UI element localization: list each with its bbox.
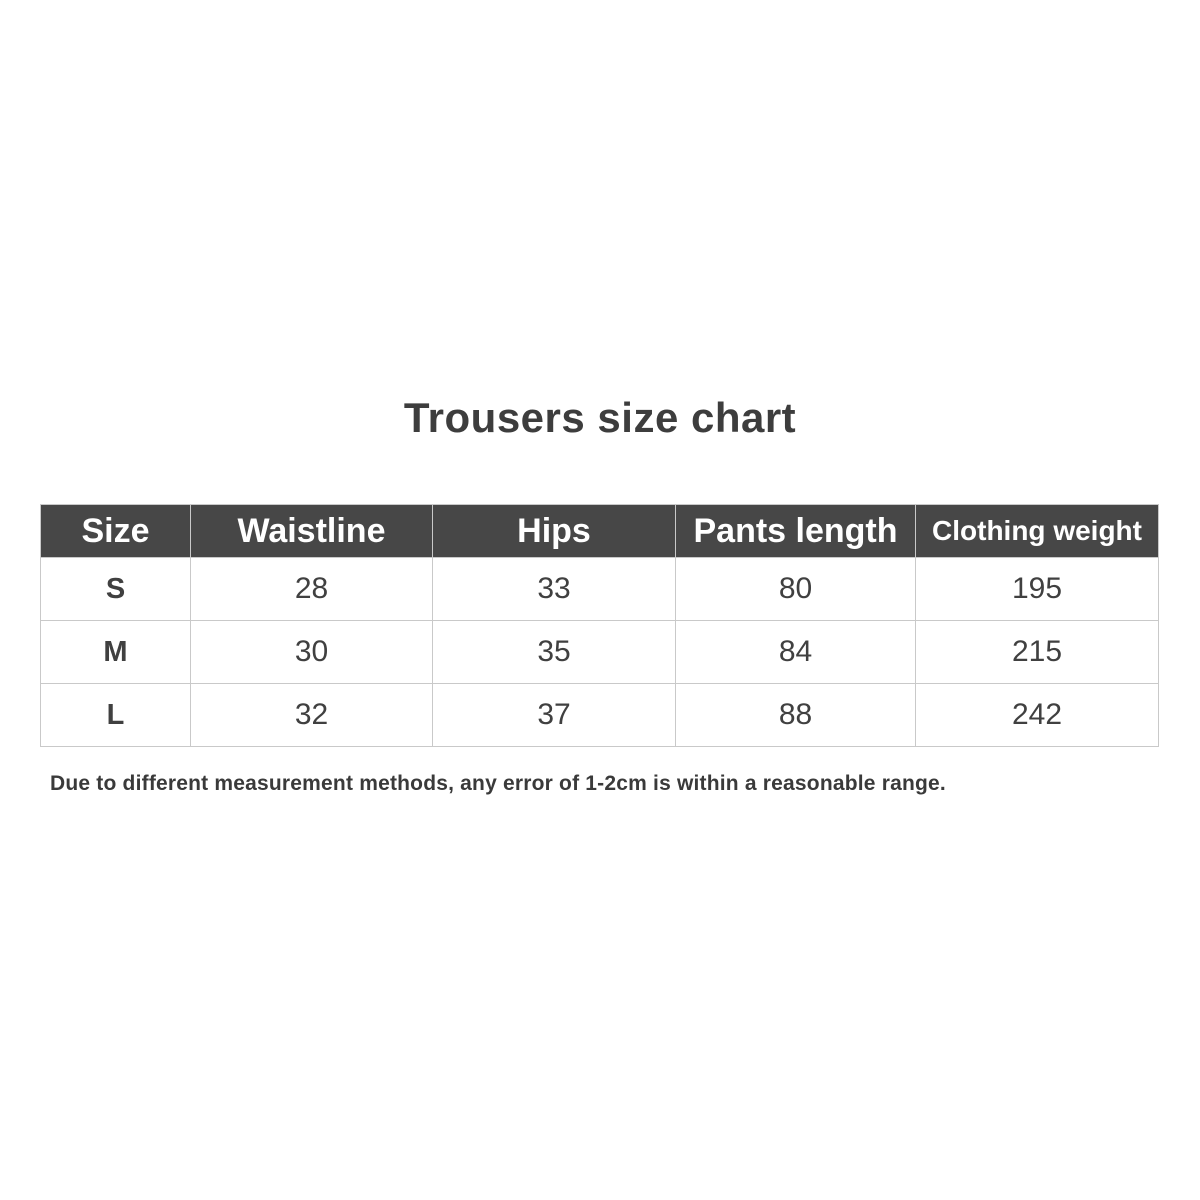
cell-size: L — [40, 683, 191, 747]
table-row-l: L 32 37 88 242 — [40, 683, 1159, 747]
cell-waistline: 32 — [190, 683, 433, 747]
cell-size: S — [40, 557, 191, 621]
cell-pants-length: 84 — [675, 620, 916, 684]
cell-clothing-weight: 195 — [915, 557, 1159, 621]
cell-hips: 33 — [432, 557, 676, 621]
cell-clothing-weight: 215 — [915, 620, 1159, 684]
table-row-s: S 28 33 80 195 — [40, 557, 1159, 621]
measurement-disclaimer-note: Due to different measurement methods, an… — [50, 772, 946, 795]
size-chart-table: Size Waistline Hips Pants length Clothin… — [40, 504, 1159, 747]
page-title: Trousers size chart — [403, 394, 797, 441]
cell-hips: 37 — [432, 683, 676, 747]
column-header-pants-length: Pants length — [675, 504, 916, 558]
cell-pants-length: 80 — [675, 557, 916, 621]
table-header-row: Size Waistline Hips Pants length Clothin… — [40, 504, 1159, 558]
column-header-hips: Hips — [432, 504, 676, 558]
column-header-size: Size — [40, 504, 191, 558]
cell-waistline: 30 — [190, 620, 433, 684]
cell-pants-length: 88 — [675, 683, 916, 747]
cell-size: M — [40, 620, 191, 684]
column-header-clothing-weight: Clothing weight — [915, 504, 1159, 558]
cell-waistline: 28 — [190, 557, 433, 621]
column-header-waistline: Waistline — [190, 504, 433, 558]
table-row-m: M 30 35 84 215 — [40, 620, 1159, 684]
cell-hips: 35 — [432, 620, 676, 684]
cell-clothing-weight: 242 — [915, 683, 1159, 747]
